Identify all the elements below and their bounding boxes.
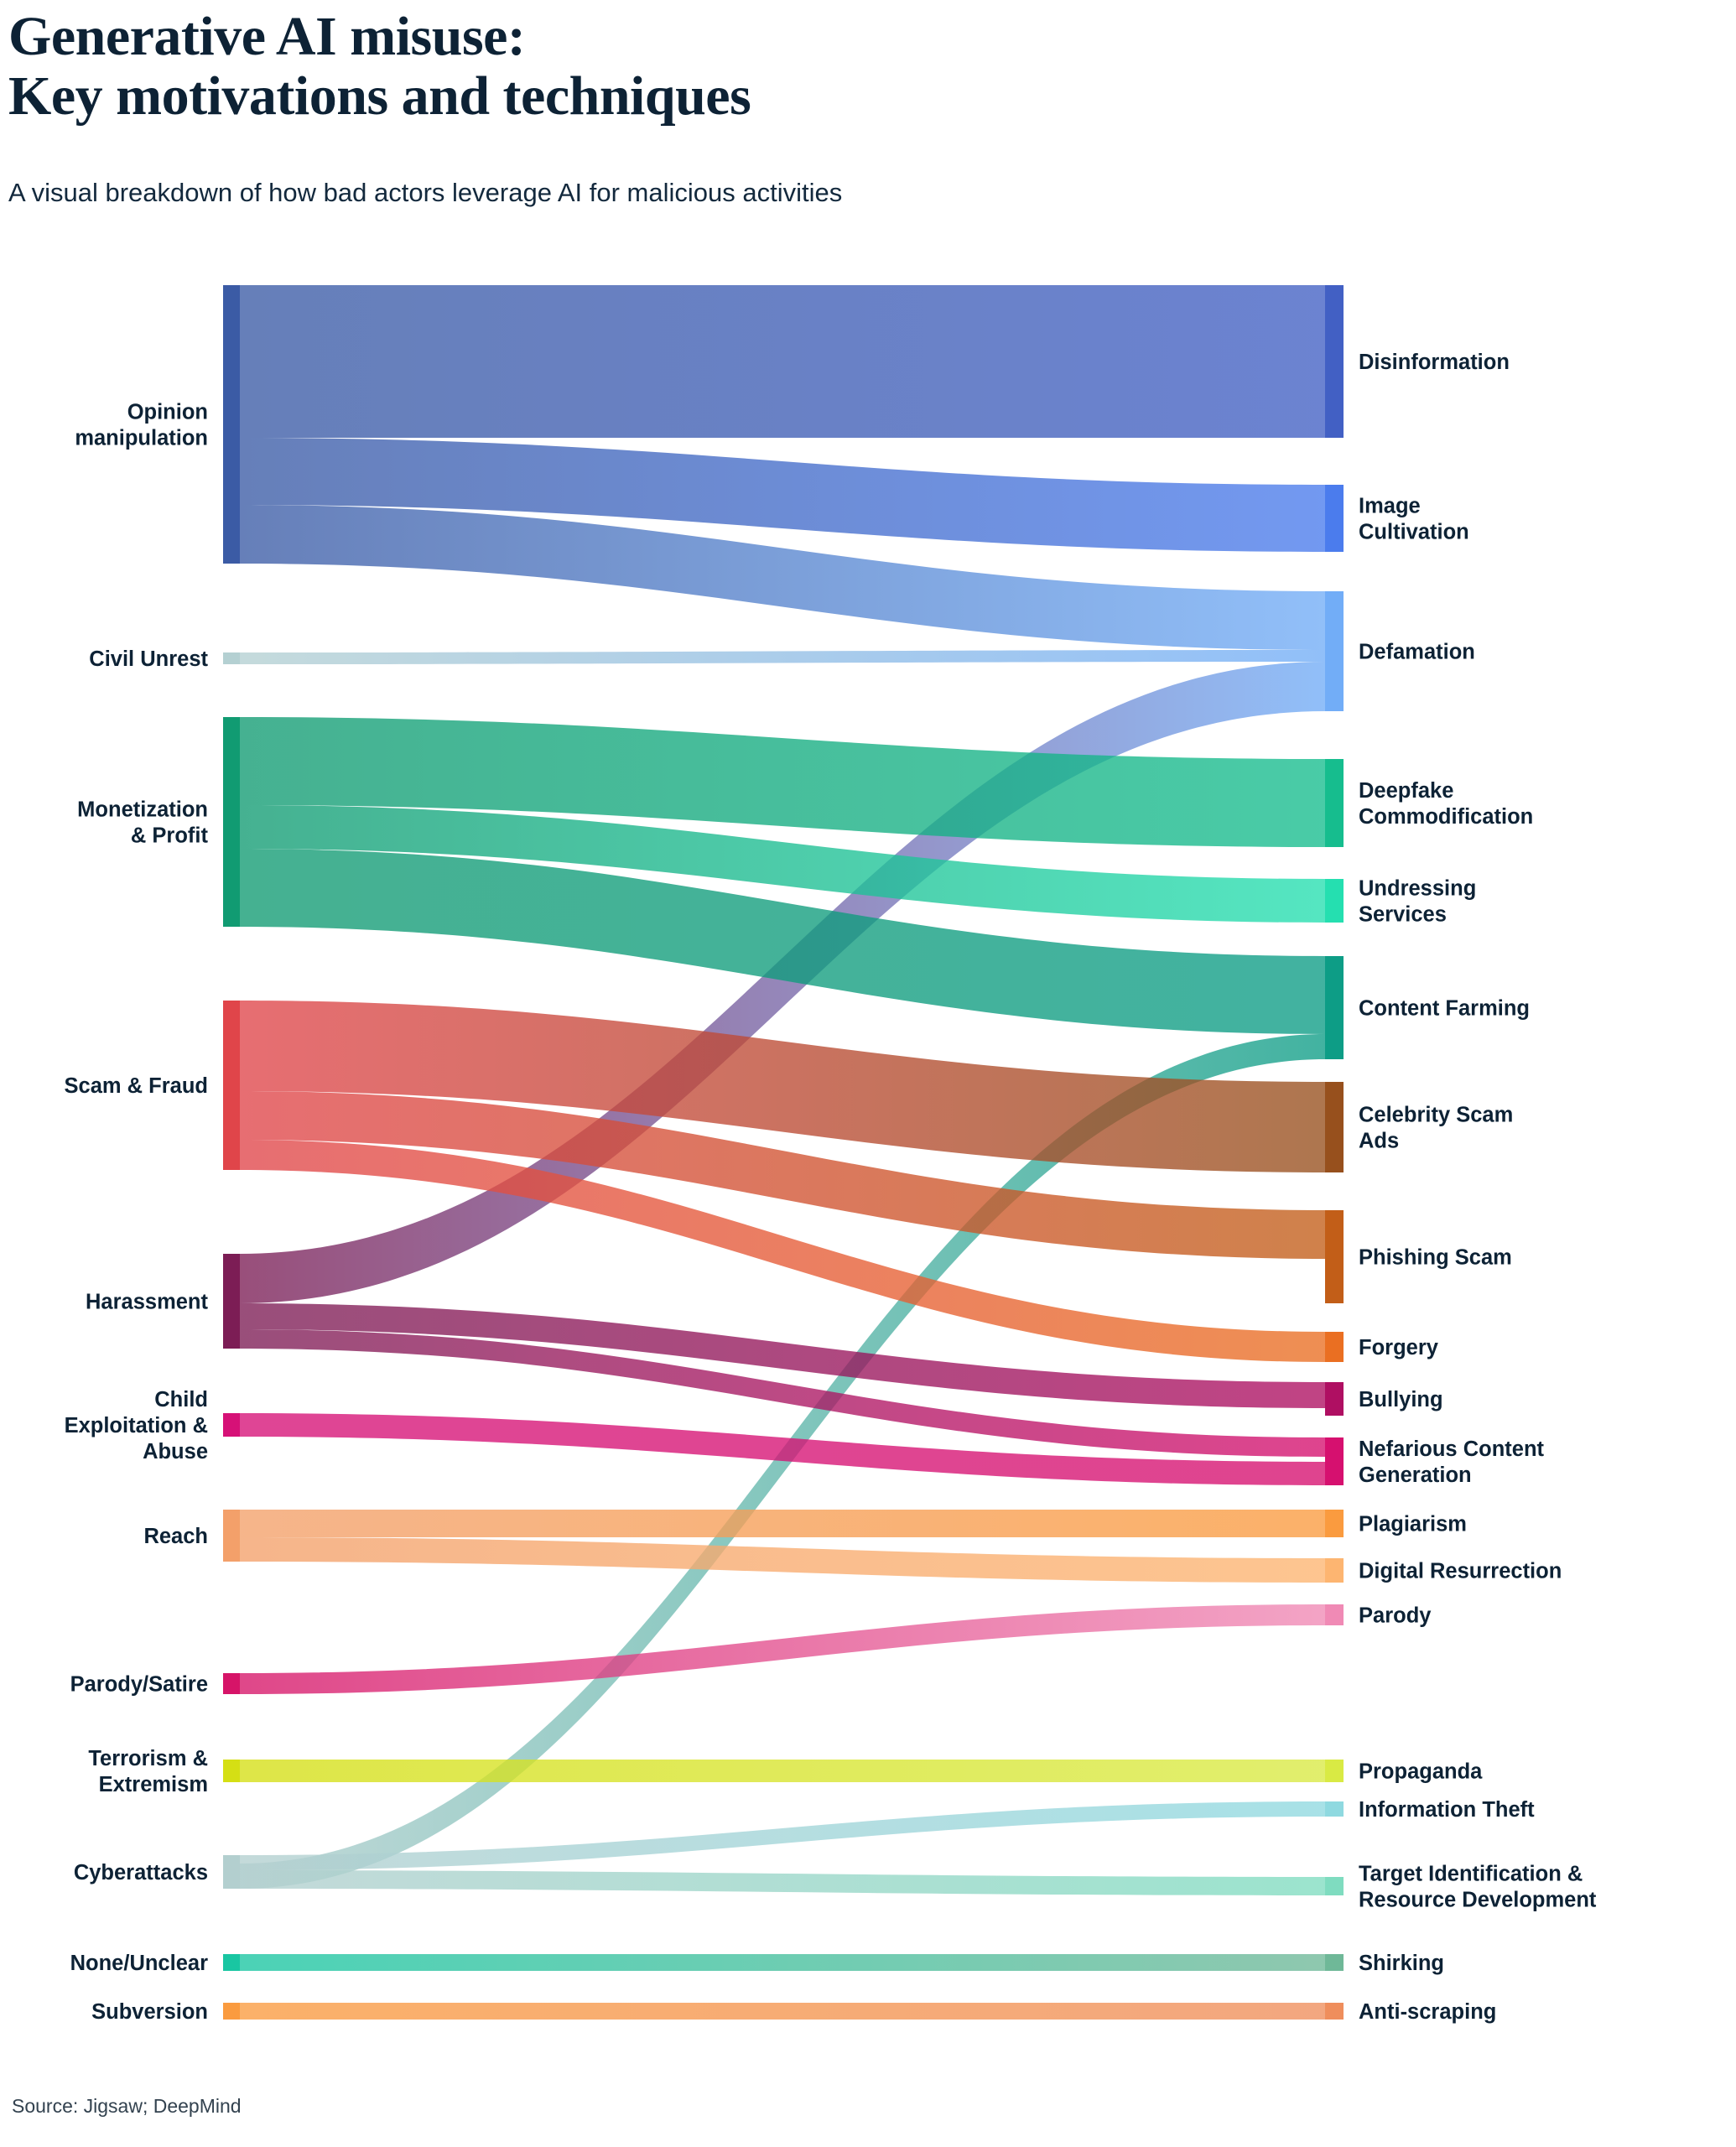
sankey-node-label-scam_fraud: Scam & Fraud: [65, 1074, 208, 1098]
sankey-link[interactable]: [240, 1870, 1325, 1895]
sankey-node-label-harassment: Harassment: [86, 1291, 208, 1314]
sankey-node-label-defamation: Defamation: [1359, 641, 1475, 664]
sankey-node-label-terrorism_extremism: Terrorism & Extremism: [88, 1747, 208, 1796]
sankey-node-label-anti_scraping: Anti-scraping: [1359, 2000, 1496, 2024]
sankey-node-reach[interactable]: [223, 1510, 240, 1562]
sankey-link[interactable]: [240, 650, 1325, 664]
sankey-node-phishing_scam[interactable]: [1325, 1210, 1344, 1303]
sankey-node-label-disinformation: Disinformation: [1359, 351, 1510, 374]
sankey-node-information_theft[interactable]: [1325, 1801, 1344, 1817]
sankey-node-label-parody_satire: Parody/Satire: [70, 1673, 208, 1697]
sankey-node-terrorism_extremism[interactable]: [223, 1760, 240, 1782]
sankey-node-label-plagiarism: Plagiarism: [1359, 1513, 1467, 1536]
sankey-node-label-forgery: Forgery: [1359, 1336, 1439, 1359]
page-subtitle: A visual breakdown of how bad actors lev…: [8, 178, 843, 207]
sankey-node-bullying[interactable]: [1325, 1382, 1344, 1416]
sankey-node-parody[interactable]: [1325, 1604, 1344, 1625]
sankey-link[interactable]: [240, 1801, 1325, 1870]
sankey-link[interactable]: [240, 1954, 1325, 1971]
sankey-link[interactable]: [240, 805, 1325, 923]
sankey-link[interactable]: [240, 1413, 1325, 1485]
sankey-node-label-parody: Parody: [1359, 1604, 1432, 1628]
sankey-node-content_farming[interactable]: [1325, 956, 1344, 1059]
sankey-node-target_identification_resource_development[interactable]: [1325, 1877, 1344, 1895]
sankey-node-forgery[interactable]: [1325, 1332, 1344, 1362]
sankey-link[interactable]: [240, 1140, 1325, 1362]
sankey-link[interactable]: [240, 1537, 1325, 1583]
sankey-node-civil_unrest[interactable]: [223, 652, 240, 664]
sankey-node-label-undressing_services: Undressing Services: [1359, 877, 1476, 927]
sankey-link[interactable]: [240, 1001, 1325, 1172]
sankey-node-monetization_profit[interactable]: [223, 717, 240, 927]
sankey-link[interactable]: [240, 1604, 1325, 1694]
sankey-node-label-digital_resurrection: Digital Resurrection: [1359, 1560, 1562, 1583]
sankey-node-shirking[interactable]: [1325, 1954, 1344, 1971]
sankey-link[interactable]: [240, 1303, 1325, 1408]
sankey-node-label-phishing_scam: Phishing Scam: [1359, 1246, 1512, 1270]
sankey-node-propaganda[interactable]: [1325, 1760, 1344, 1782]
source-note: Source: Jigsaw; DeepMind: [12, 2095, 242, 2117]
sankey-node-parody_satire[interactable]: [223, 1673, 240, 1694]
sankey-node-label-celebrity_scam_ads: Celebrity Scam Ads: [1359, 1104, 1513, 1153]
sankey-node-label-subversion: Subversion: [91, 2000, 208, 2024]
sankey-node-plagiarism[interactable]: [1325, 1510, 1344, 1537]
sankey-node-harassment[interactable]: [223, 1254, 240, 1349]
sankey-node-label-nefarious_content_generation: Nefarious Content Generation: [1359, 1437, 1545, 1487]
sankey-node-label-monetization_profit: Monetization & Profit: [77, 798, 208, 848]
sankey-node-opinion_manipulation[interactable]: [223, 285, 240, 564]
sankey-node-subversion[interactable]: [223, 2003, 240, 2020]
sankey-link[interactable]: [240, 285, 1325, 438]
sankey-link[interactable]: [240, 2003, 1325, 2020]
sankey-links: [240, 285, 1325, 2020]
sankey-link[interactable]: [240, 505, 1325, 650]
sankey-node-digital_resurrection[interactable]: [1325, 1558, 1344, 1583]
sankey-node-label-civil_unrest: Civil Unrest: [89, 647, 208, 671]
sankey-link[interactable]: [240, 1329, 1325, 1457]
sankey-link[interactable]: [240, 438, 1325, 552]
sankey-link[interactable]: [240, 849, 1325, 1034]
sankey-node-label-cyberattacks: Cyberattacks: [74, 1861, 208, 1884]
sankey-node-label-shirking: Shirking: [1359, 1952, 1444, 1975]
sankey-node-undressing_services[interactable]: [1325, 879, 1344, 923]
sankey-node-label-bullying: Bullying: [1359, 1388, 1443, 1411]
sankey-node-anti_scraping[interactable]: [1325, 2003, 1344, 2020]
sankey-link[interactable]: [240, 1091, 1325, 1259]
sankey-node-child_exploitation_abuse[interactable]: [223, 1413, 240, 1437]
sankey-node-deepfake_commodification[interactable]: [1325, 759, 1344, 847]
sankey-node-scam_fraud[interactable]: [223, 1001, 240, 1170]
sankey-labels: Opinion manipulation Civil Unrest Monetizat…: [65, 351, 1597, 2024]
sankey-node-cyberattacks[interactable]: [223, 1855, 240, 1889]
sankey-link[interactable]: [240, 717, 1325, 847]
sankey-node-image_cultivation[interactable]: [1325, 485, 1344, 552]
sankey-node-label-opinion_manipulation: Opinion manipulation: [75, 401, 208, 450]
sankey-node-defamation[interactable]: [1325, 591, 1344, 711]
sankey-link[interactable]: [240, 1760, 1325, 1782]
sankey-node-nefarious_content_generation[interactable]: [1325, 1437, 1344, 1485]
sankey-node-label-none_unclear: None/Unclear: [70, 1952, 208, 1975]
sankey-node-disinformation[interactable]: [1325, 285, 1344, 438]
sankey-node-label-information_theft: Information Theft: [1359, 1798, 1535, 1822]
sankey-node-celebrity_scam_ads[interactable]: [1325, 1082, 1344, 1172]
sankey-link[interactable]: [240, 662, 1325, 1303]
sankey-link[interactable]: [240, 1510, 1325, 1537]
sankey-node-label-image_cultivation: Image Cultivation: [1359, 495, 1469, 544]
sankey-link[interactable]: [240, 1034, 1325, 1889]
sankey-node-label-deepfake_commodification: Deepfake Commodification: [1359, 779, 1533, 829]
sankey-node-label-propaganda: Propaganda: [1359, 1760, 1483, 1784]
sankey-node-label-target_identification_resource_development: Target Identification & Resource Developm…: [1359, 1863, 1597, 1912]
sankey-nodes: [223, 285, 1344, 2020]
sankey-node-label-child_exploitation_abuse: Child Exploitation & Abuse: [65, 1388, 208, 1463]
sankey-node-none_unclear[interactable]: [223, 1954, 240, 1971]
page-title: Generative AI misuse: Key motivations an…: [8, 6, 751, 127]
sankey-node-label-reach: Reach: [143, 1525, 208, 1548]
sankey-node-label-content_farming: Content Farming: [1359, 997, 1530, 1021]
